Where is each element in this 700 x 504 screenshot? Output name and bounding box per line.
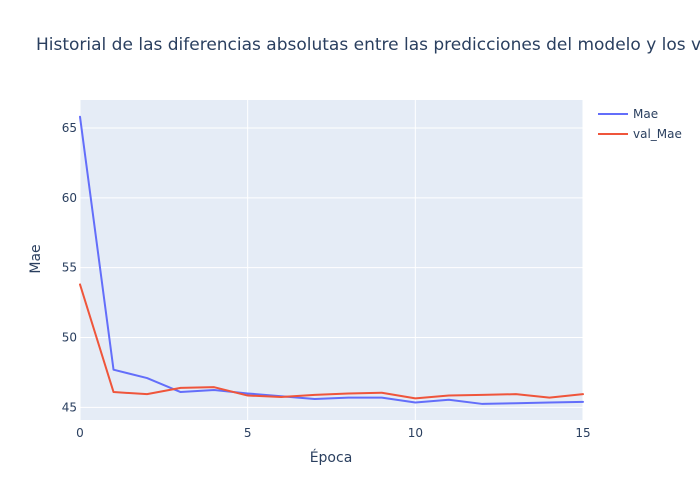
x-axis: 0 5 10 15	[76, 426, 590, 440]
legend-label: val_Mae	[633, 127, 682, 141]
y-tick-label: 60	[62, 191, 77, 205]
plot-background	[80, 100, 583, 420]
series-line-val-mae[interactable]	[79, 283, 584, 400]
legend[interactable]: Mae val_Mae	[598, 107, 682, 141]
x-tick-label: 5	[244, 426, 252, 440]
x-axis-label: Época	[310, 449, 353, 466]
series-lines	[79, 115, 584, 405]
chart-title: Historial de las diferencias absolutas e…	[36, 35, 700, 55]
y-axis: 45 50 55 60 65	[62, 121, 77, 414]
plot-area	[79, 100, 584, 420]
y-axis-label: Mae	[28, 244, 44, 273]
y-tick-label: 50	[62, 331, 77, 345]
x-tick-label: 0	[76, 426, 84, 440]
y-tick-label: 65	[62, 121, 77, 135]
y-tick-label: 55	[62, 261, 77, 275]
grid-lines	[79, 100, 584, 420]
x-tick-label: 15	[575, 426, 590, 440]
legend-item-mae[interactable]: Mae	[598, 107, 658, 121]
y-tick-label: 45	[62, 400, 77, 414]
x-tick-label: 10	[408, 426, 423, 440]
legend-item-val-mae[interactable]: val_Mae	[598, 127, 682, 141]
series-line-mae[interactable]	[79, 115, 584, 405]
legend-label: Mae	[633, 107, 658, 121]
